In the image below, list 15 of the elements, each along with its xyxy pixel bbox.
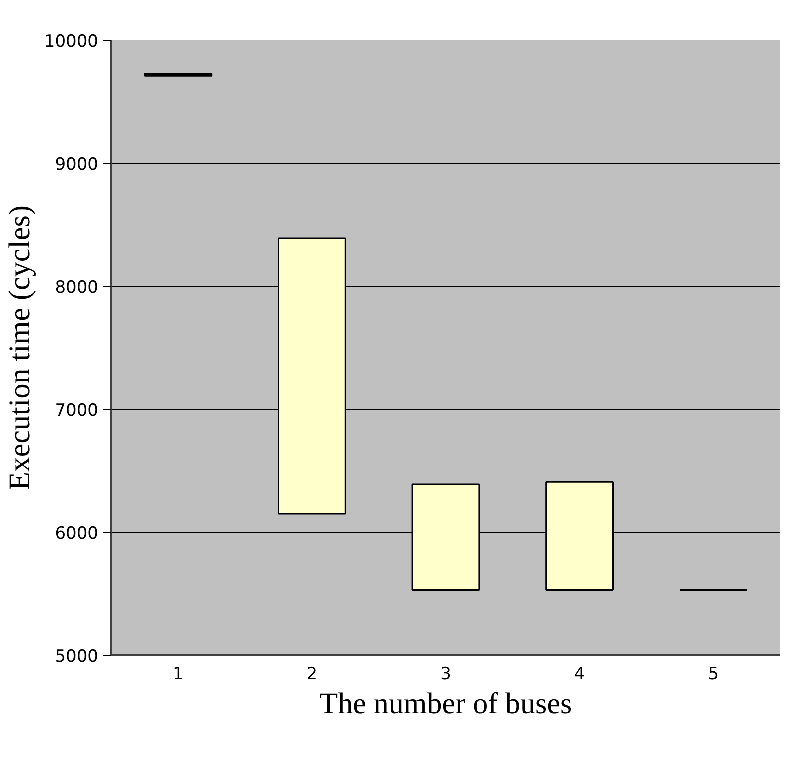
y-tick-label: 9000 (55, 155, 98, 175)
x-tick-label: 1 (172, 664, 184, 684)
y-tick-label: 7000 (55, 401, 98, 421)
x-tick-label: 4 (574, 664, 586, 684)
y-tick-label: 5000 (55, 647, 98, 667)
x-tick-label: 2 (306, 664, 318, 684)
x-tick-label: 3 (440, 664, 452, 684)
y-tick-label: 10000 (44, 32, 99, 52)
x-axis-title: The number of buses (320, 688, 572, 720)
y-tick-label: 6000 (55, 524, 98, 544)
y-axis-title: Execution time (cycles) (3, 206, 36, 490)
bar (144, 72, 213, 77)
bar (278, 238, 346, 515)
x-tick-label: 5 (708, 664, 720, 684)
y-tick-label: 8000 (55, 278, 98, 298)
